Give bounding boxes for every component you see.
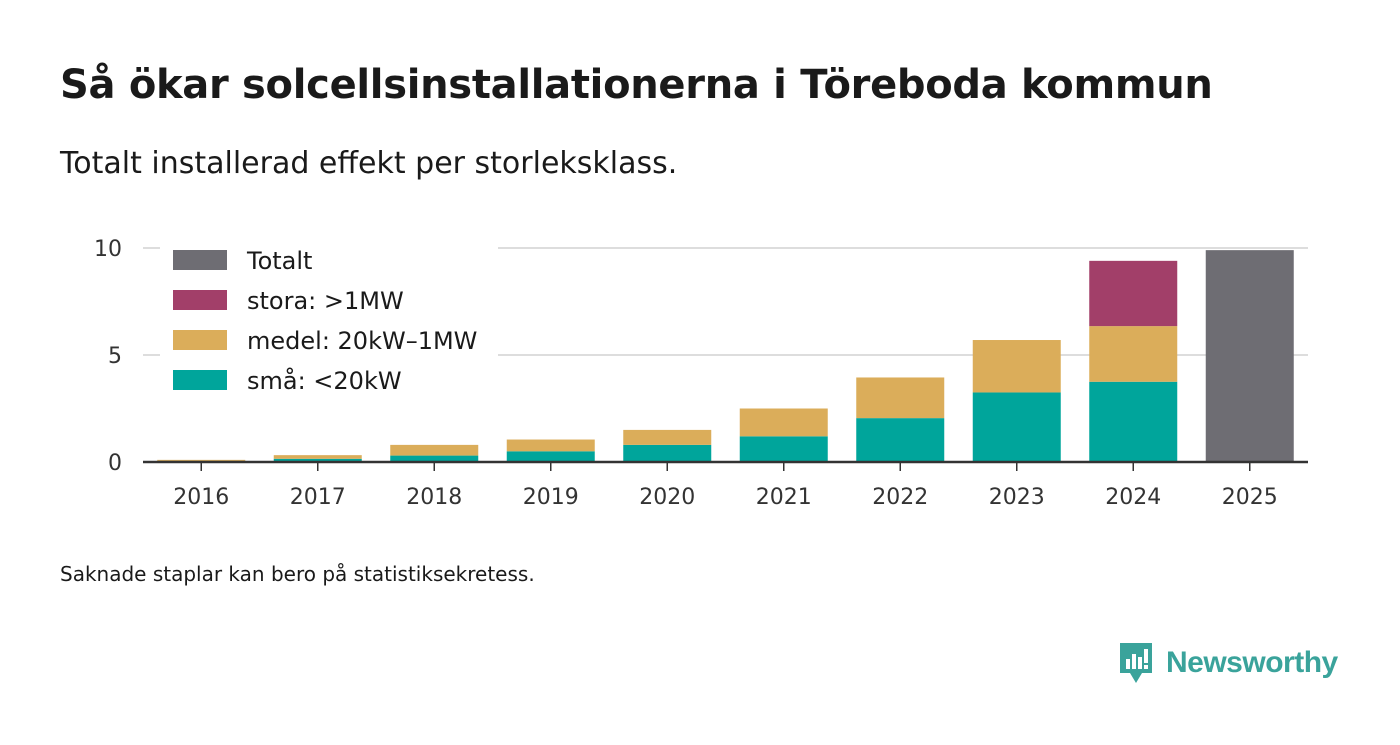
bar-medium-2024	[1089, 326, 1178, 382]
bar-large-2024	[1089, 260, 1178, 327]
legend-label-small: små: <20kW	[247, 366, 402, 395]
bar-small-2018	[390, 455, 479, 462]
x-tick-label: 2021	[756, 485, 812, 510]
bar-medium-2022	[856, 377, 945, 419]
x-tick-label: 2025	[1222, 485, 1278, 510]
bar-small-2019	[506, 451, 595, 462]
bar-medium-2018	[390, 444, 479, 456]
legend-label-medium: medel: 20kW–1MW	[247, 327, 477, 355]
bar-medium-2016	[157, 459, 246, 461]
x-tick-label: 2017	[290, 485, 346, 510]
x-tick-label: 2023	[989, 485, 1045, 510]
stacked-bar-chart: 0 5 10 2016 2017 2018 2019 2020 2021 2022 2023 2024…	[94, 237, 1308, 510]
legend-swatch-total	[173, 250, 227, 270]
bar-medium-2023	[972, 340, 1061, 393]
y-tick-label: 0	[108, 451, 122, 476]
chart-title: Så ökar solcellsinstallationerna i Töreb…	[60, 62, 1213, 108]
y-tick-label: 10	[94, 237, 122, 262]
legend-label-total: Totalt	[246, 247, 312, 275]
bar-small-2020	[623, 444, 712, 462]
footnote: Saknade staplar kan bero på statistiksek…	[60, 562, 535, 586]
legend-label-large: stora: >1MW	[247, 287, 404, 315]
bar-small-2024	[1089, 381, 1178, 462]
newsworthy-logo-icon	[1120, 643, 1152, 683]
x-tick-label: 2020	[639, 485, 695, 510]
bar-total-2025	[1205, 250, 1294, 462]
bar-medium-2020	[623, 429, 712, 445]
bar-medium-2021	[739, 408, 828, 437]
legend-swatch-small	[173, 370, 227, 390]
x-tick-label: 2024	[1105, 485, 1161, 510]
y-tick-label: 5	[108, 344, 122, 369]
brand-name: Newsworthy	[1166, 646, 1338, 679]
chart-subtitle: Totalt installerad effekt per storlekskl…	[60, 146, 678, 181]
bar-small-2023	[972, 392, 1061, 462]
bar-medium-2019	[506, 439, 595, 452]
bar-small-2022	[856, 418, 945, 462]
bar-small-2021	[739, 436, 828, 462]
x-tick-label: 2016	[173, 485, 229, 510]
bar-medium-2017	[273, 455, 362, 459]
x-tick-label: 2019	[523, 485, 579, 510]
bars	[157, 250, 1294, 462]
legend-swatch-large	[173, 290, 227, 310]
axes: 0 5 10 2016 2017 2018 2019 2020 2021 2022 2023 2024…	[94, 237, 1308, 510]
x-tick-label: 2018	[406, 485, 462, 510]
legend-swatch-medium	[173, 330, 227, 350]
brand-logo: Newsworthy	[1118, 641, 1338, 685]
bar-small-2017	[273, 458, 362, 462]
legend: Totalt stora: >1MW medel: 20kW–1MW små: <20…	[160, 240, 498, 404]
x-tick-label: 2022	[872, 485, 928, 510]
